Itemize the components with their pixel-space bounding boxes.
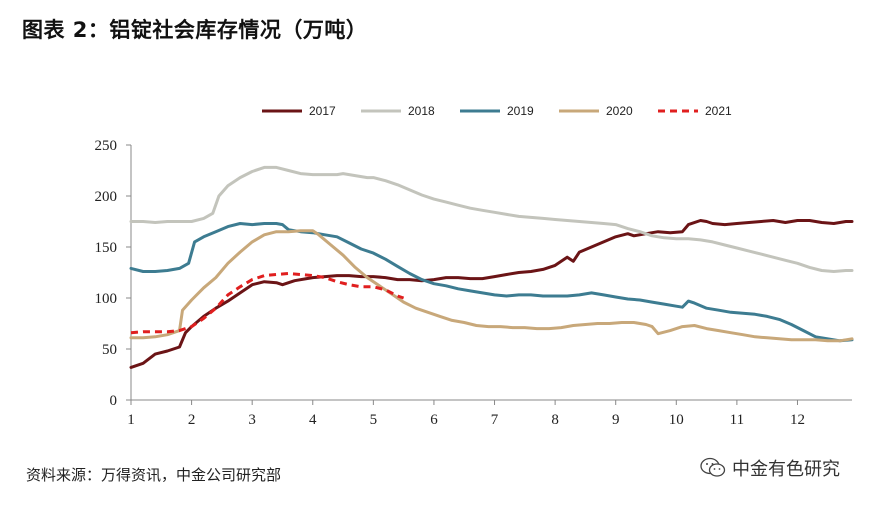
x-tick-label: 7 xyxy=(491,412,499,428)
y-tick-label: 100 xyxy=(95,291,118,307)
series-line-2017 xyxy=(129,219,854,369)
x-tick-label: 4 xyxy=(309,412,317,428)
x-tick-label: 10 xyxy=(669,412,684,428)
page-title: 图表 2：铝锭社会库存情况（万吨） xyxy=(22,18,368,42)
x-tick-label: 3 xyxy=(248,412,256,428)
legend-label-2018: 2018 xyxy=(408,104,435,118)
source-note: 资料来源：万得资讯，中金公司研究部 xyxy=(26,466,282,484)
y-tick-label: 250 xyxy=(95,138,118,154)
brand-name: 中金有色研究 xyxy=(732,459,840,480)
x-tick-label: 8 xyxy=(551,412,559,428)
y-tick-label: 0 xyxy=(110,393,118,409)
legend-label-2020: 2020 xyxy=(606,104,633,118)
series-line-2018 xyxy=(129,165,854,273)
legend-label-2017: 2017 xyxy=(309,104,336,118)
chart-legend: 2017 2018 2019 2020 2021 xyxy=(262,104,732,118)
x-tick-label: 6 xyxy=(430,412,438,428)
y-tick-label: 150 xyxy=(95,240,118,256)
legend-label-2021: 2021 xyxy=(705,104,732,118)
x-tick-label: 9 xyxy=(612,412,620,428)
series-line-2020 xyxy=(129,229,854,343)
x-tick-label: 11 xyxy=(730,412,744,428)
series-line-2021 xyxy=(130,272,405,335)
brand-watermark: 中金有色研究 xyxy=(700,455,840,481)
x-tick-label: 5 xyxy=(370,412,378,428)
x-tick-label: 1 xyxy=(127,412,135,428)
chart-axes xyxy=(130,145,852,401)
chart-series xyxy=(129,165,854,369)
x-tick-label: 12 xyxy=(790,412,805,428)
y-tick-label: 200 xyxy=(95,189,118,205)
y-tick-label: 50 xyxy=(102,342,117,358)
series-line-2019 xyxy=(129,222,854,343)
x-tick-label: 2 xyxy=(188,412,196,428)
wechat-icon xyxy=(700,457,726,477)
legend-label-2019: 2019 xyxy=(507,104,534,118)
